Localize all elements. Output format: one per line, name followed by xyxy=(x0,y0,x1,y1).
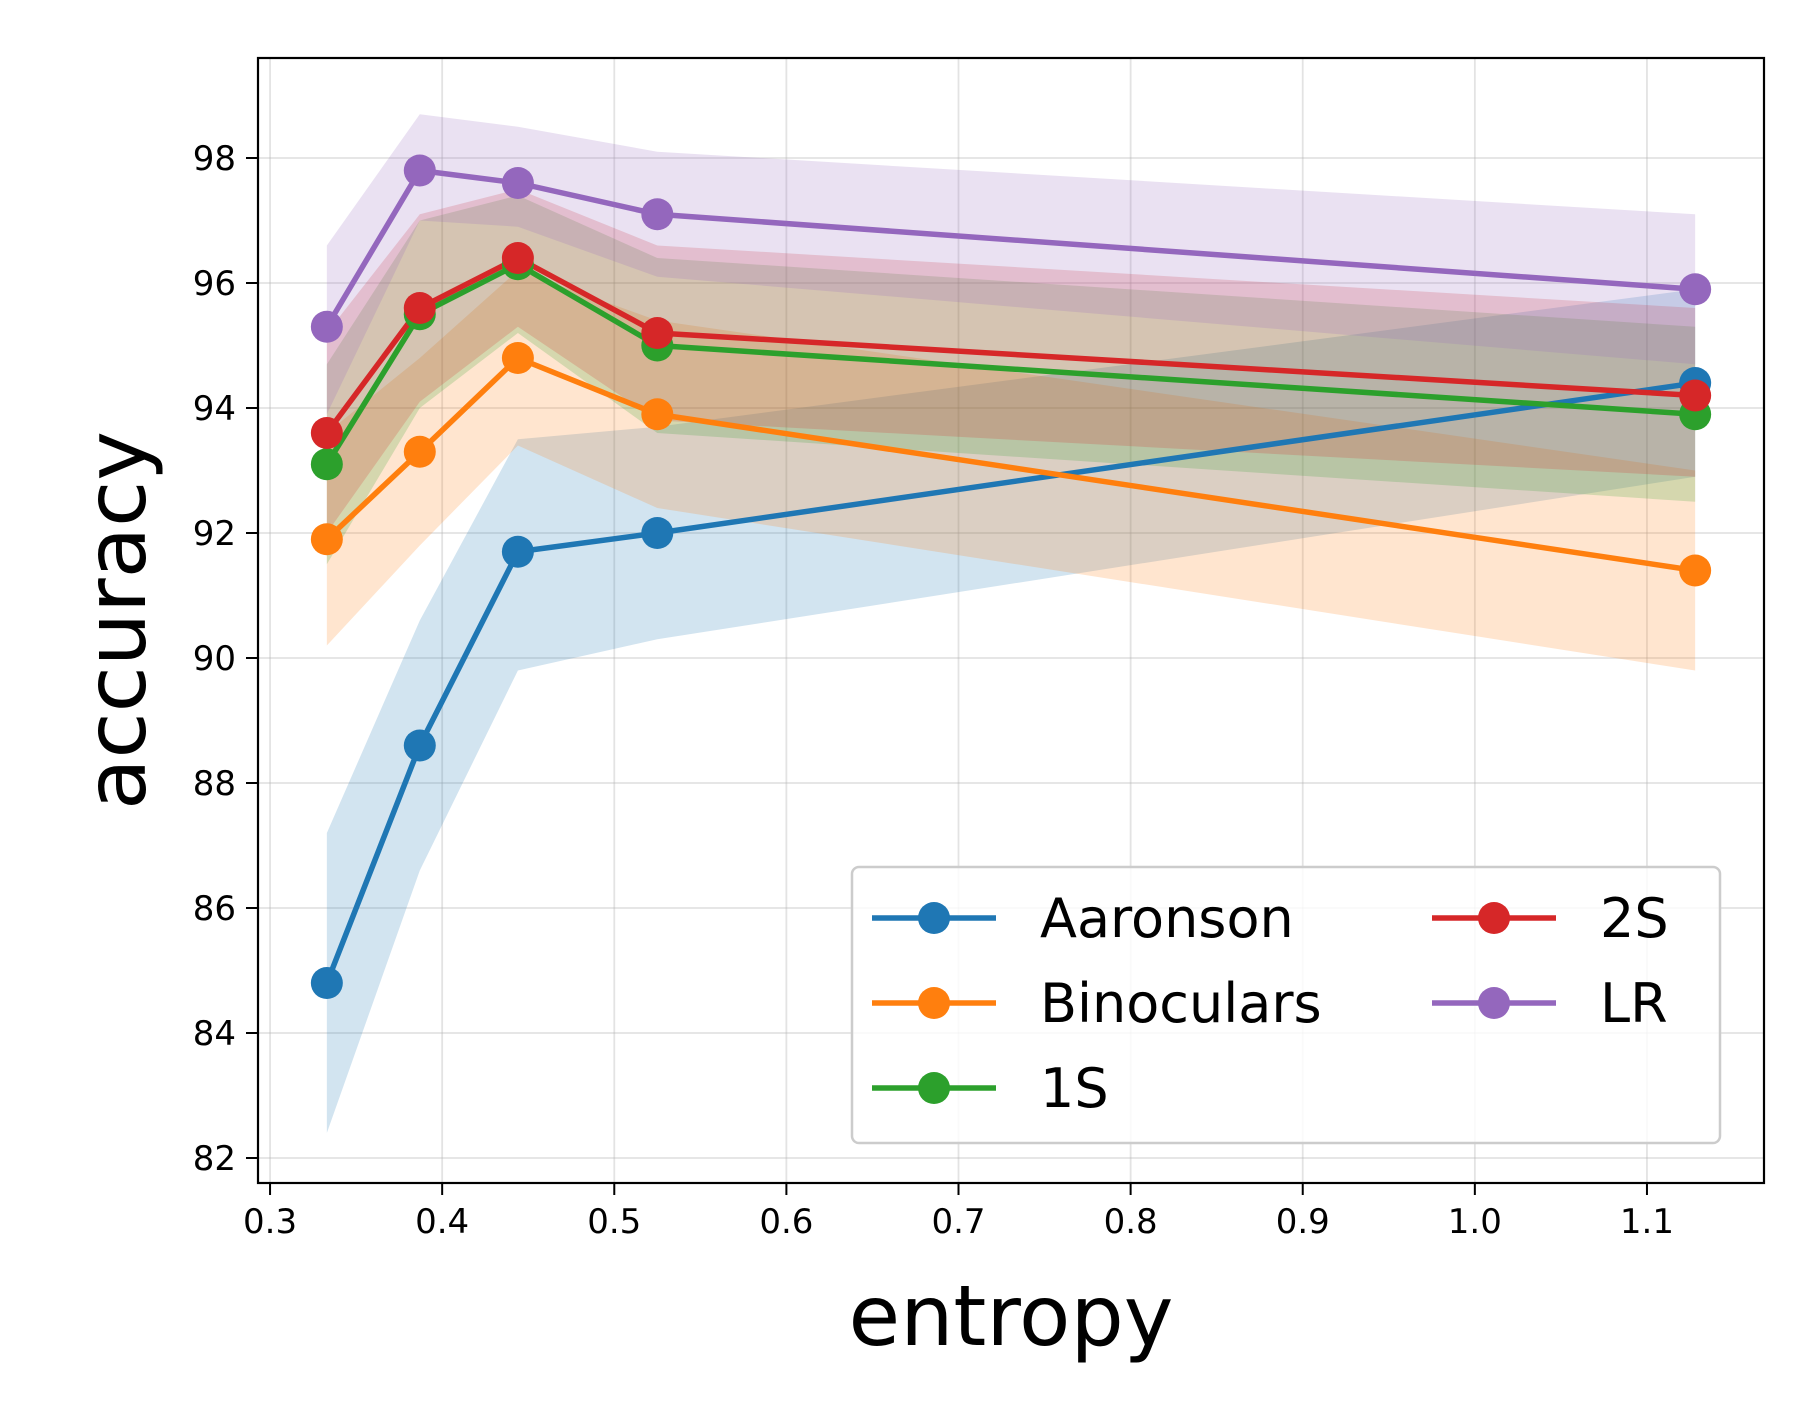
y-axis-label: accuracy xyxy=(67,431,165,810)
x-tick-label: 0.3 xyxy=(243,1202,297,1242)
marker-aaronson xyxy=(403,729,436,762)
marker-2s xyxy=(641,317,674,349)
legend-item-1s: 1S xyxy=(872,1057,1109,1120)
marker-lr xyxy=(641,198,674,231)
x-axis-label: entropy xyxy=(849,1267,1174,1365)
marker-aaronson xyxy=(310,967,343,999)
y-tick-label: 84 xyxy=(193,1014,236,1054)
legend-label-2s: 2S xyxy=(1600,887,1669,950)
marker-binoculars xyxy=(641,398,674,431)
legend: Aaronson Binoculars 1S 2S LR xyxy=(850,865,1722,1145)
band-aaronson xyxy=(326,289,1696,1133)
plot-frame xyxy=(256,56,1766,1185)
confidence-bands xyxy=(326,114,1696,1133)
band-2s xyxy=(326,189,1696,533)
marker-aaronson xyxy=(501,535,534,568)
band-lr xyxy=(326,114,1696,415)
y-tick-label: 88 xyxy=(193,764,236,804)
x-tick-label: 0.7 xyxy=(931,1202,985,1242)
marker-lr xyxy=(1679,273,1712,306)
y-tick-label: 96 xyxy=(193,264,236,304)
marker-1s xyxy=(310,448,343,481)
marker-2s xyxy=(403,292,436,324)
marker-aaronson xyxy=(641,517,674,549)
legend-item-lr: LR xyxy=(1432,972,1668,1035)
x-tick-label: 1.0 xyxy=(1448,1202,1502,1242)
y-tick-label: 92 xyxy=(193,514,236,554)
x-tick-label: 0.6 xyxy=(759,1202,813,1242)
x-tick-label: 0.8 xyxy=(1104,1202,1158,1242)
legend-label-1s: 1S xyxy=(1040,1057,1109,1120)
x-tick-label: 0.4 xyxy=(415,1202,469,1242)
marker-2s xyxy=(1679,379,1712,412)
y-tick-label: 94 xyxy=(193,389,236,429)
marker-2s xyxy=(310,417,343,449)
y-tick-label: 90 xyxy=(193,639,236,679)
band-1s xyxy=(326,195,1696,565)
legend-label-lr: LR xyxy=(1600,972,1668,1035)
marker-2s xyxy=(501,242,534,274)
legend-label-aaronson: Aaronson xyxy=(1040,887,1294,950)
y-axis-ticks: 82 84 86 88 90 92 94 96 98 xyxy=(193,139,258,1179)
legend-box xyxy=(850,865,1722,1145)
legend-label-binoculars: Binoculars xyxy=(1040,972,1322,1035)
marker-binoculars xyxy=(403,435,436,468)
marker-lr xyxy=(501,167,534,199)
y-tick-label: 82 xyxy=(193,1139,236,1179)
x-tick-label: 1.1 xyxy=(1620,1202,1674,1242)
legend-item-aaronson: Aaronson xyxy=(872,887,1294,950)
marker-lr xyxy=(403,154,436,187)
marker-binoculars xyxy=(1679,554,1712,587)
y-tick-label: 98 xyxy=(193,139,236,179)
x-tick-label: 0.5 xyxy=(587,1202,641,1242)
x-tick-label: 0.9 xyxy=(1276,1202,1330,1242)
marker-binoculars xyxy=(501,342,534,374)
legend-item-2s: 2S xyxy=(1432,887,1669,950)
legend-marker-2s xyxy=(1478,902,1510,934)
legend-marker-lr xyxy=(1478,987,1510,1019)
legend-item-binoculars: Binoculars xyxy=(872,972,1322,1035)
legend-marker-aaronson xyxy=(918,902,950,934)
x-axis-ticks: 0.3 0.4 0.5 0.6 0.7 0.8 0.9 1.0 1.1 xyxy=(243,1183,1674,1242)
legend-marker-binoculars xyxy=(918,987,950,1019)
series-markers xyxy=(310,154,1712,999)
legend-items: Aaronson Binoculars 1S 2S LR xyxy=(872,887,1669,1120)
legend-marker-1s xyxy=(918,1072,950,1104)
band-binoculars xyxy=(326,270,1696,671)
marker-lr xyxy=(310,310,343,343)
marker-binoculars xyxy=(310,523,343,556)
y-tick-label: 86 xyxy=(193,889,236,929)
